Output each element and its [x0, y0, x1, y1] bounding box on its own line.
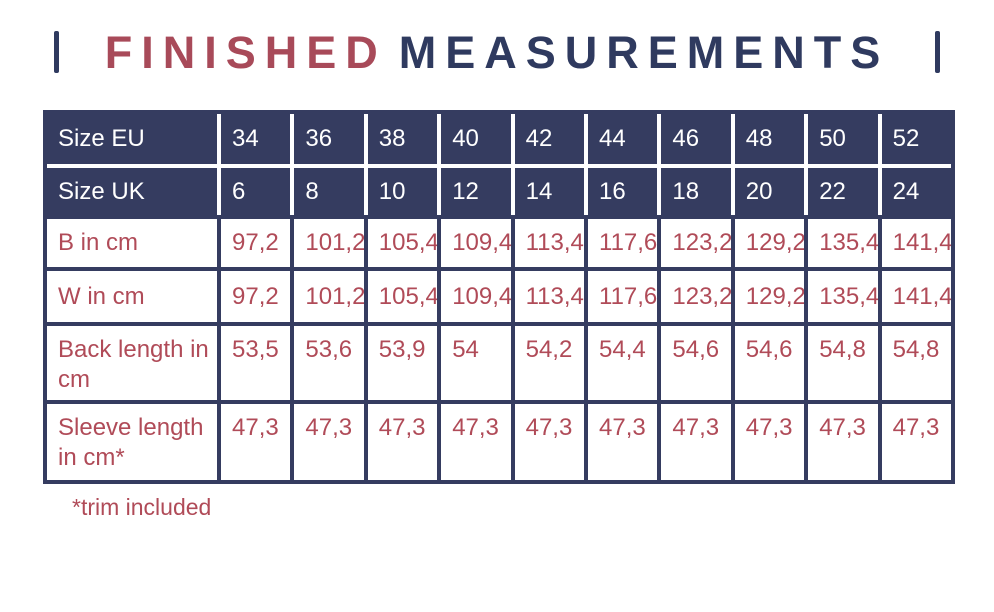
value-cell: 47,3 [437, 404, 510, 480]
value-cell: 47,3 [290, 404, 363, 480]
value-cell: 54 [437, 326, 510, 400]
table-row-waist: W in cm 97,2 101,2 105,4 109,4 113,4 117… [47, 267, 951, 322]
value-cell: 16 [584, 168, 657, 215]
table-row-bust: B in cm 97,2 101,2 105,4 109,4 113,4 117… [47, 215, 951, 267]
value-cell: 105,4 [363, 271, 437, 322]
table-row-back-length: Back length in cm 53,5 53,6 53,9 54 54,2… [47, 322, 951, 400]
value-cell: 34 [217, 114, 290, 164]
value-cell: 24 [877, 168, 951, 215]
value-cell: 117,6 [584, 271, 657, 322]
value-cell: 12 [437, 168, 510, 215]
value-cell: 47,3 [510, 404, 584, 480]
value-cell: 50 [804, 114, 877, 164]
table-row-size-uk: Size UK 6 8 10 12 14 16 18 20 22 24 [47, 164, 951, 215]
value-cell: 10 [363, 168, 437, 215]
value-cell: 47,3 [804, 404, 877, 480]
value-cell: 141,4 [877, 271, 951, 322]
value-cell: 97,2 [217, 271, 290, 322]
value-cell: 53,9 [363, 326, 437, 400]
value-cell: 47,3 [363, 404, 437, 480]
value-cell: 123,2 [657, 271, 731, 322]
value-cell: 141,4 [877, 219, 951, 267]
value-cell: 14 [510, 168, 584, 215]
value-cell: 101,2 [290, 271, 364, 322]
row-label-cell: Size UK [58, 177, 145, 205]
value-cell: 42 [510, 114, 584, 164]
value-cell: 52 [877, 114, 951, 164]
value-cell: 117,6 [584, 219, 657, 267]
row-label-cell: Size EU [58, 125, 145, 152]
value-cell: 97,2 [217, 219, 290, 267]
value-cell: 40 [437, 114, 510, 164]
value-cell: 38 [363, 114, 437, 164]
trim-footnote: *trim included [72, 494, 212, 520]
value-cell: 20 [730, 168, 804, 215]
value-cell: 53,6 [290, 326, 363, 400]
value-cell: 47,3 [584, 404, 657, 480]
value-cell: 113,4 [510, 219, 584, 267]
value-cell: 54,8 [804, 326, 877, 400]
value-cell: 123,2 [657, 219, 731, 267]
row-label-cell: Sleeve length in cm* [58, 414, 204, 471]
table-row-size-eu: Size EU 34 36 38 40 42 44 46 48 50 52 [47, 114, 951, 164]
value-cell: 113,4 [510, 271, 584, 322]
value-cell: 47,3 [217, 404, 290, 480]
value-cell: 101,2 [290, 219, 364, 267]
value-cell: 105,4 [363, 219, 437, 267]
value-cell: 54,2 [510, 326, 584, 400]
table-row-sleeve-length: Sleeve length in cm* 47,3 47,3 47,3 47,3… [47, 400, 951, 480]
value-cell: 53,5 [217, 326, 290, 400]
value-cell: 54,6 [657, 326, 730, 400]
value-cell: 47,3 [877, 404, 951, 480]
value-cell: 48 [730, 114, 804, 164]
row-label-cell: Back length in cm [58, 336, 209, 393]
row-label-cell: W in cm [58, 282, 145, 310]
value-cell: 54,8 [877, 326, 951, 400]
value-cell: 8 [290, 168, 363, 215]
value-cell: 22 [804, 168, 877, 215]
value-cell: 129,2 [730, 219, 804, 267]
value-cell: 47,3 [730, 404, 804, 480]
value-cell: 6 [217, 168, 290, 215]
row-label-cell: B in cm [58, 229, 139, 256]
title-right-bar-decoration [935, 31, 941, 73]
title-word-measurements: MEASUREMENTS [398, 26, 890, 78]
value-cell: 54,6 [730, 326, 804, 400]
value-cell: 135,4 [804, 219, 878, 267]
value-cell: 109,4 [437, 271, 511, 322]
value-cell: 135,4 [804, 271, 878, 322]
value-cell: 18 [657, 168, 730, 215]
measurements-table: Size EU 34 36 38 40 42 44 46 48 50 52 Si… [43, 110, 955, 484]
value-cell: 36 [290, 114, 363, 164]
value-cell: 129,2 [730, 271, 804, 322]
value-cell: 46 [657, 114, 730, 164]
value-cell: 54,4 [584, 326, 657, 400]
page-title: FINISHED MEASUREMENTS [0, 24, 994, 80]
value-cell: 47,3 [657, 404, 730, 480]
value-cell: 44 [584, 114, 657, 164]
title-left-bar-decoration [53, 31, 59, 73]
title-word-finished: FINISHED [104, 26, 387, 78]
value-cell: 109,4 [437, 219, 511, 267]
